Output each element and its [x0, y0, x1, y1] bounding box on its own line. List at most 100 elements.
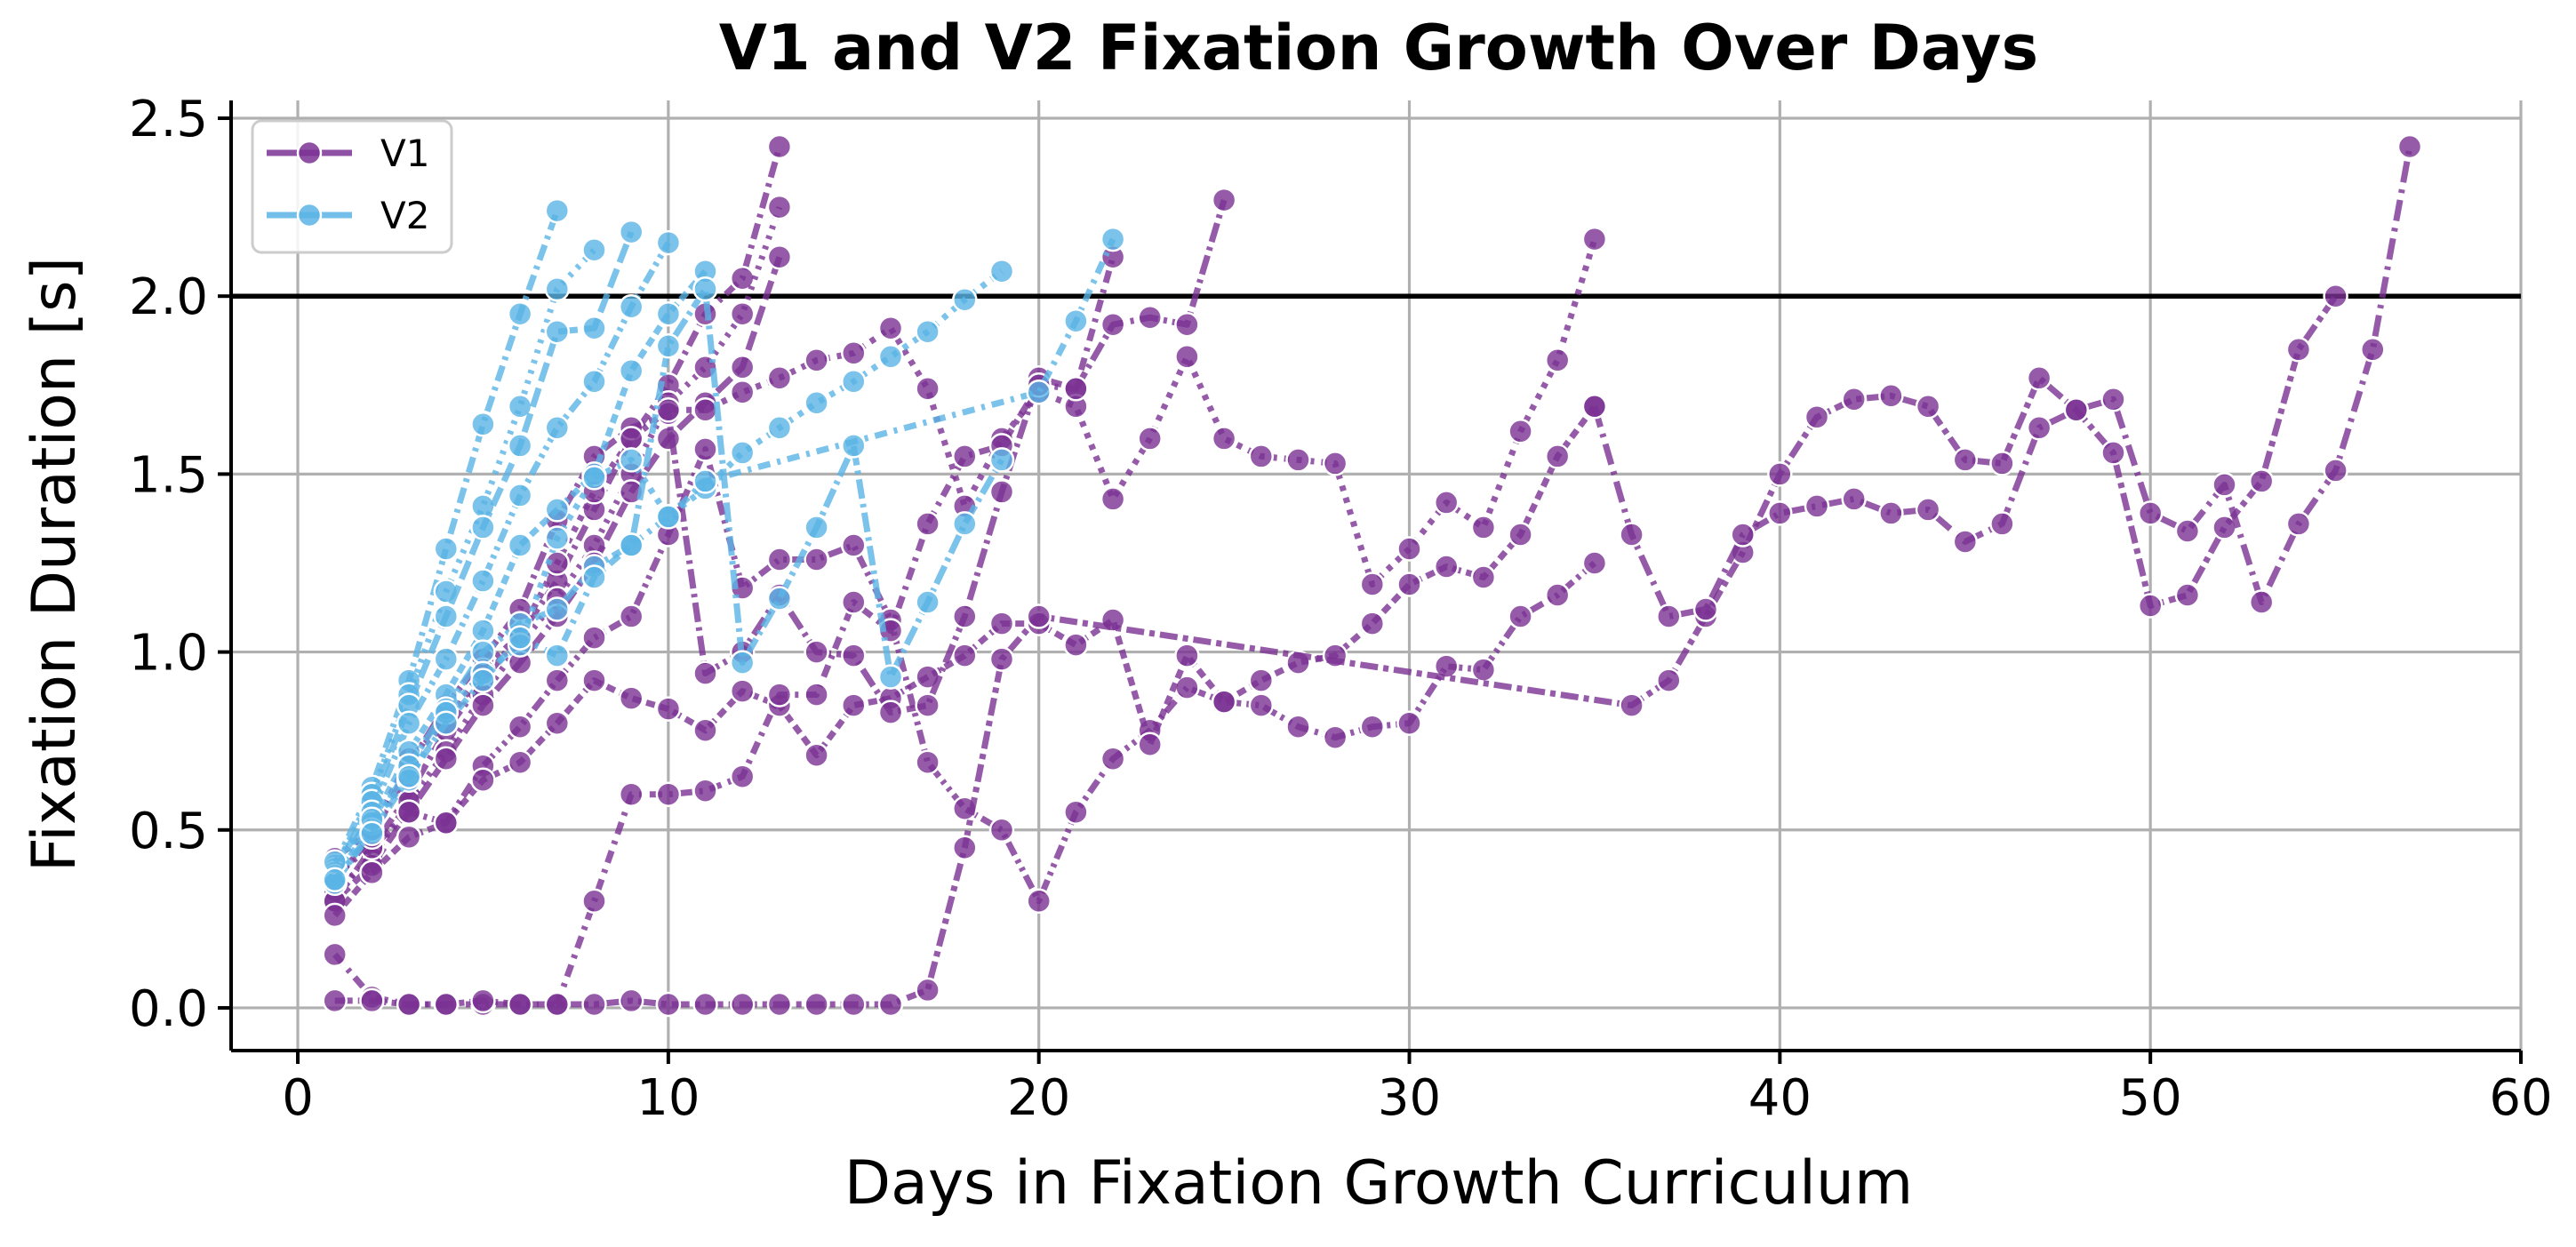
data-point [544, 276, 571, 302]
data-point [2026, 365, 2052, 391]
data-point [2026, 415, 2052, 441]
data-point [841, 692, 867, 718]
data-point [915, 318, 940, 345]
data-point [1026, 604, 1052, 629]
data-point [618, 358, 644, 384]
data-point [544, 991, 571, 1018]
x-axis-label: Days in Fixation Growth Curriculum [844, 1148, 1913, 1219]
data-point [1433, 653, 1460, 679]
data-point [1619, 522, 1644, 548]
series-layer [231, 133, 2521, 1018]
data-point [2137, 500, 2164, 526]
data-point [433, 810, 460, 836]
data-point [804, 515, 829, 540]
data-point [766, 682, 793, 707]
data-point [988, 611, 1015, 636]
data-point [952, 604, 978, 629]
data-point [433, 746, 460, 771]
data-point [1433, 554, 1460, 580]
data-point [618, 426, 644, 452]
legend-label: V1 [380, 132, 429, 175]
data-point [988, 258, 1015, 284]
data-point [1544, 582, 1571, 608]
data-point [1063, 632, 1089, 658]
data-point [2212, 472, 2237, 498]
data-point [1989, 451, 2015, 476]
data-point [1100, 486, 1126, 512]
data-point [507, 483, 533, 508]
data-point [766, 991, 793, 1018]
data-point [1285, 447, 1311, 473]
data-point [1359, 572, 1386, 597]
data-point [988, 479, 1015, 505]
data-point [1841, 486, 1867, 512]
data-point [988, 646, 1015, 672]
data-point [1878, 500, 1904, 526]
data-point [1544, 348, 1571, 373]
data-point [544, 525, 571, 551]
data-point [1174, 675, 1200, 700]
data-point [1915, 497, 1941, 523]
data-point [470, 767, 496, 793]
data-point [952, 835, 978, 861]
data-point [2174, 518, 2201, 544]
data-point [2360, 337, 2386, 363]
y-tick-label: 2.0 [129, 268, 208, 326]
data-point [804, 547, 829, 572]
data-point [915, 977, 940, 1003]
data-point [915, 692, 940, 718]
data-point [2323, 458, 2348, 484]
series-line [334, 294, 2339, 1008]
data-point [988, 447, 1015, 473]
data-point [618, 219, 644, 245]
series-v1-4 [322, 394, 1608, 929]
data-point [470, 412, 496, 437]
data-point [581, 465, 607, 491]
data-point [692, 717, 718, 743]
data-point [766, 586, 793, 612]
data-point [1730, 522, 1756, 548]
data-point [2248, 589, 2275, 615]
data-point [507, 300, 533, 327]
data-point [618, 532, 644, 558]
data-point [618, 781, 644, 807]
data-point [841, 991, 867, 1018]
data-point [1581, 394, 1608, 420]
data-point [729, 678, 756, 704]
data-point [1396, 536, 1422, 562]
y-tick-label: 1.5 [129, 446, 208, 504]
data-point [2248, 468, 2275, 494]
y-axis-label: Fixation Duration [s] [20, 257, 90, 872]
data-point [433, 646, 460, 672]
data-point [396, 763, 422, 789]
data-point [915, 511, 940, 537]
data-point [544, 596, 571, 622]
data-point [1248, 692, 1275, 718]
chart-title: V1 and V2 Fixation Growth Over Days [719, 12, 2038, 84]
data-point [1952, 447, 1979, 473]
data-point [952, 444, 978, 469]
data-point [359, 987, 385, 1014]
data-point [1248, 667, 1275, 693]
data-point [544, 643, 571, 668]
data-point [1804, 404, 1830, 430]
data-point [507, 625, 533, 651]
y-tick-label: 2.5 [129, 91, 208, 148]
data-point [1211, 426, 1237, 452]
data-point [322, 902, 348, 929]
data-point [433, 604, 460, 629]
data-point [692, 436, 718, 462]
data-point [1508, 604, 1533, 629]
data-point [1767, 461, 1793, 487]
data-point [1026, 888, 1052, 915]
data-point [729, 380, 756, 405]
data-point [1211, 187, 1237, 213]
data-point [841, 532, 867, 558]
data-point [1285, 714, 1311, 739]
data-point [804, 682, 829, 707]
x-tick-label: 30 [1378, 1069, 1441, 1127]
data-point [804, 348, 829, 373]
data-point [581, 888, 607, 915]
data-point [2285, 337, 2312, 363]
